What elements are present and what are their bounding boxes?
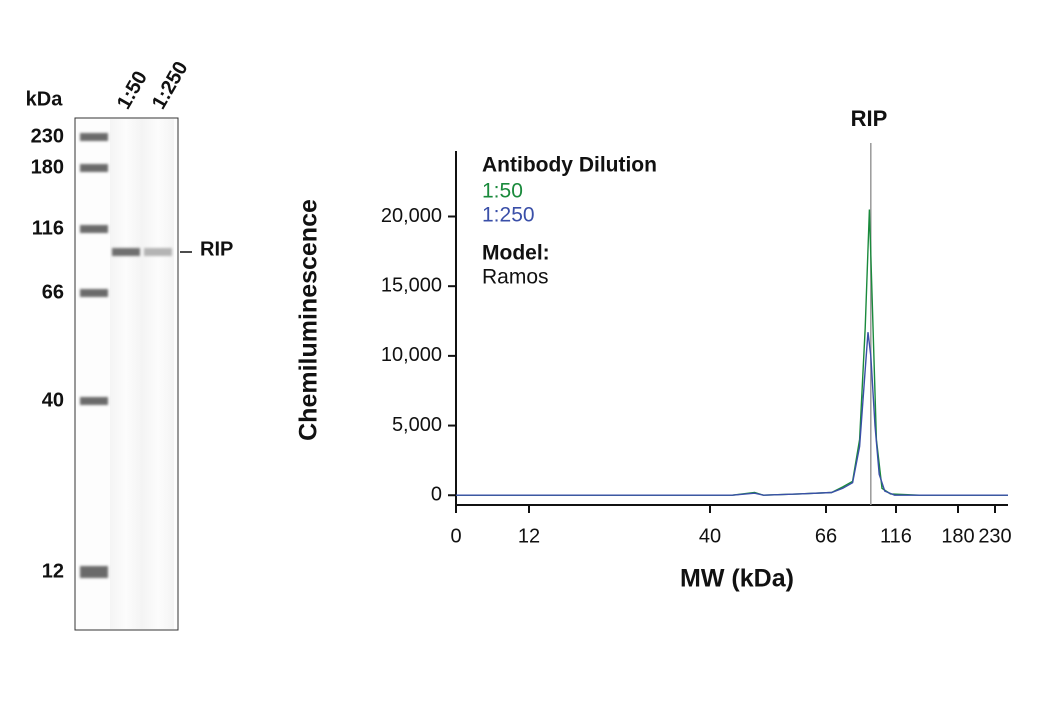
gel-lane <box>110 119 142 629</box>
x-tick-label: 180 <box>941 525 974 547</box>
peak-annotation: RIP <box>851 106 888 131</box>
lane-label: 1:50 <box>113 67 152 113</box>
x-tick-label: 116 <box>880 525 912 547</box>
ladder-band <box>80 164 108 172</box>
x-tick-label: 0 <box>450 525 461 547</box>
x-tick-label: 40 <box>699 525 721 547</box>
unit-label: kDa <box>26 88 64 110</box>
lane-label: 1:250 <box>148 58 193 113</box>
model-title: Model: <box>482 242 550 265</box>
marker-label: 12 <box>42 560 64 582</box>
model-name: Ramos <box>482 266 549 289</box>
y-tick-label: 0 <box>431 484 442 506</box>
sample-band <box>144 248 172 256</box>
gel-lane <box>142 119 174 629</box>
y-tick-label: 5,000 <box>392 414 442 436</box>
marker-label: 66 <box>42 281 64 303</box>
marker-label: 230 <box>31 125 64 147</box>
y-tick-label: 10,000 <box>381 344 442 366</box>
legend-entry: 1:250 <box>482 204 535 227</box>
y-tick-label: 20,000 <box>381 205 442 227</box>
marker-label: 40 <box>42 389 64 411</box>
band-label: RIP <box>200 238 233 260</box>
y-axis-title: Chemiluminescence <box>295 199 323 441</box>
x-tick-label: 230 <box>978 525 1011 547</box>
ladder-band <box>80 225 108 233</box>
x-tick-label: 66 <box>815 525 837 547</box>
marker-label: 116 <box>32 217 64 239</box>
x-tick-label: 12 <box>518 525 540 547</box>
sample-band <box>112 248 140 256</box>
ladder-band <box>80 133 108 141</box>
ladder-band <box>80 397 108 405</box>
ladder-band <box>80 566 108 578</box>
legend-entry: 1:50 <box>482 180 523 203</box>
series-line <box>456 332 1008 496</box>
marker-label: 180 <box>31 156 64 178</box>
x-axis-title: MW (kDa) <box>680 565 794 593</box>
legend-title: Antibody Dilution <box>482 154 657 177</box>
y-tick-label: 15,000 <box>381 274 442 296</box>
ladder-band <box>80 289 108 297</box>
